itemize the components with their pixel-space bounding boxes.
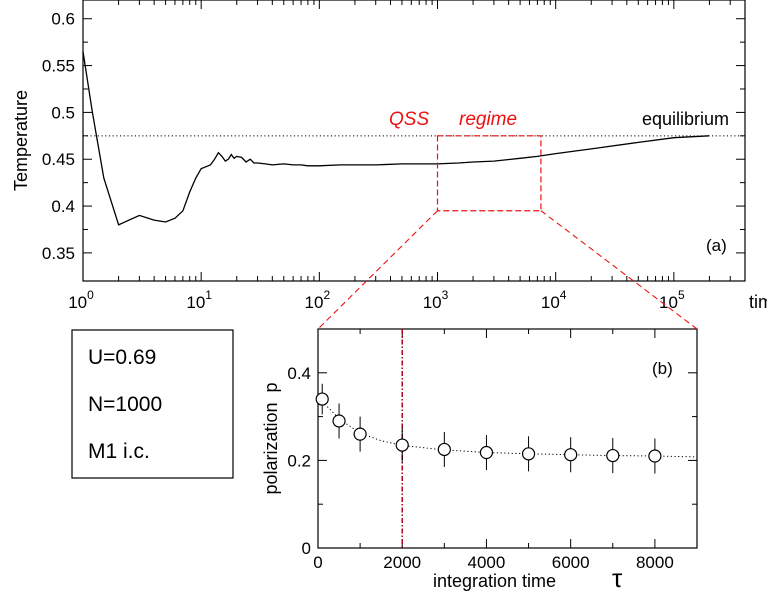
y-tick-label-b: 0.2: [287, 451, 311, 470]
x-axis-label-b: integration time: [433, 571, 556, 591]
qss-regime-box: [436, 135, 542, 212]
x-tick-label-a: 105: [659, 288, 685, 312]
x-tick-base: 10: [541, 293, 560, 312]
panel-label-b: (b): [652, 359, 673, 378]
x-tick-label-b: 2000: [383, 553, 421, 572]
x-tick-label-b: 6000: [552, 553, 590, 572]
x-tick-exponent: 2: [323, 288, 330, 302]
y-tick-label-a: 0.4: [51, 197, 75, 216]
data-point: [479, 445, 494, 460]
panel-a: 100101102103104105time0.350.40.450.50.55…: [11, 0, 767, 312]
x-tick-base: 10: [68, 293, 87, 312]
parameter-box-frame: [71, 329, 234, 479]
regime-label: regime: [459, 109, 517, 130]
param-u: U=0.69: [88, 346, 156, 369]
plot-frame-a: [82, 0, 746, 282]
x-tick-exponent: 1: [205, 288, 212, 302]
y-tick-label-a: 0.5: [51, 103, 75, 122]
qss-label: QSS: [389, 109, 429, 130]
parameter-box: U=0.69 N=1000 M1 i.c.: [71, 329, 234, 479]
data-point: [606, 448, 620, 463]
x-tick-label-b: 0: [313, 553, 322, 572]
data-point: [395, 438, 409, 452]
data-point: [332, 414, 346, 428]
x-tick-label-a: 103: [423, 288, 449, 312]
x-tick-label-b: 8000: [636, 553, 674, 572]
x-axis-label-a: time: [749, 292, 767, 312]
x-tick-base: 10: [305, 293, 324, 312]
data-point: [521, 447, 536, 461]
plot-frame-b: [317, 328, 698, 549]
data-point: [564, 448, 578, 462]
y-axis-label-b: polarization p: [261, 382, 281, 494]
x-tick-label-a: 101: [186, 288, 212, 312]
data-point: [648, 449, 662, 463]
x-tick-label-a: 100: [68, 288, 94, 312]
y-tick-label-a: 0.45: [42, 150, 75, 169]
y-tick-label-b: 0.4: [287, 364, 311, 383]
y-tick-label-a: 0.6: [51, 10, 75, 29]
y-axis-label-a: Temperature: [11, 90, 31, 191]
y-tick-label-b: 0: [302, 539, 311, 558]
param-ic: M1 i.c.: [88, 440, 150, 463]
temperature-series-line: [82, 51, 710, 226]
data-point: [315, 392, 329, 406]
y-tick-label-a: 0.55: [42, 57, 75, 76]
x-tick-exponent: 3: [442, 288, 449, 302]
param-n: N=1000: [88, 393, 162, 416]
x-tick-base: 10: [186, 293, 205, 312]
data-point: [437, 442, 451, 457]
x-tick-exponent: 0: [87, 288, 94, 302]
zoom-line-left: [317, 210, 438, 330]
equilibrium-label: equilibrium: [642, 109, 729, 129]
x-tick-exponent: 4: [560, 288, 567, 302]
y-tick-label-a: 0.35: [42, 244, 75, 263]
x-tick-base: 10: [659, 293, 678, 312]
x-tick-base: 10: [423, 293, 442, 312]
panel-b: 0 2000 4000 6000 8000 0 0.2 0.4 (b) polarization …: [261, 328, 698, 593]
data-point: [353, 427, 367, 441]
tau-symbol: τ: [612, 563, 623, 593]
x-tick-label-a: 104: [541, 288, 567, 312]
panel-label-a: (a): [706, 236, 727, 255]
x-tick-label-a: 102: [305, 288, 331, 312]
fit-curve: [321, 400, 698, 458]
zoom-lines: [317, 210, 698, 330]
zoom-line-right: [540, 210, 698, 330]
x-tick-label-b: 4000: [468, 553, 506, 572]
x-tick-exponent: 5: [678, 288, 685, 302]
